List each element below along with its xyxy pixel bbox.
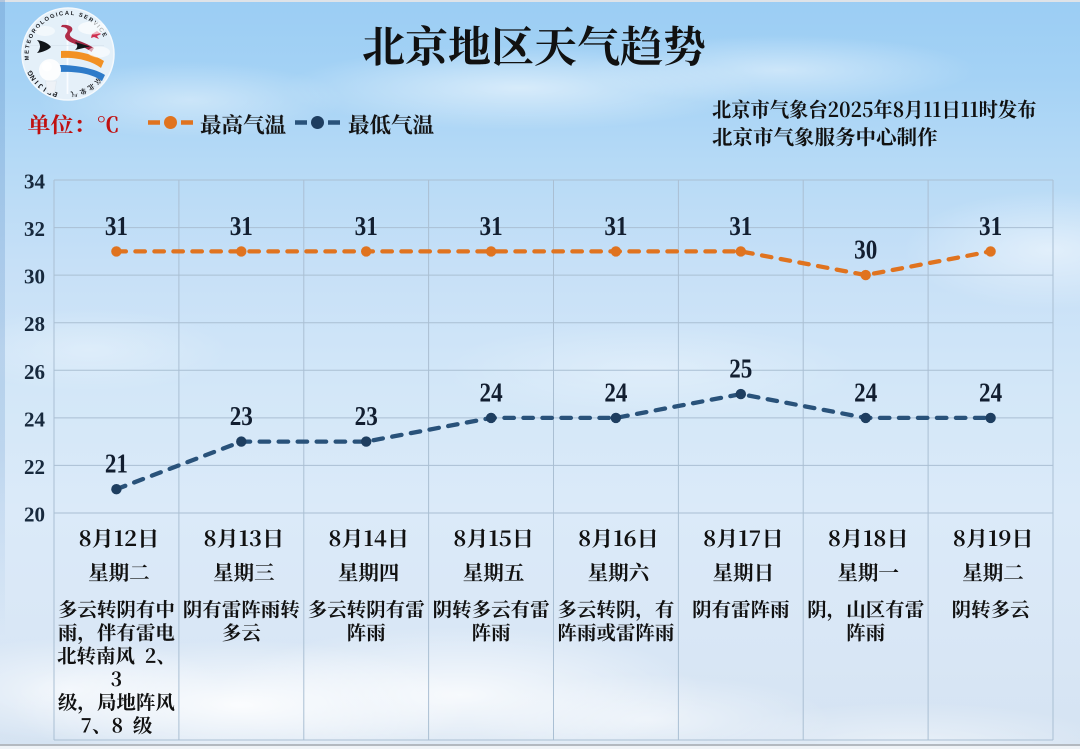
svg-text:31: 31	[604, 211, 627, 241]
svg-text:24: 24	[24, 407, 46, 431]
svg-text:24: 24	[604, 378, 627, 408]
svg-text:22: 22	[24, 455, 45, 479]
svg-text:23: 23	[230, 401, 253, 431]
svg-text:31: 31	[230, 211, 253, 241]
svg-text:24: 24	[480, 378, 503, 408]
svg-text:31: 31	[355, 211, 378, 241]
svg-text:20: 20	[24, 503, 45, 527]
svg-text:24: 24	[979, 378, 1002, 408]
svg-text:30: 30	[854, 235, 877, 265]
svg-text:B: B	[52, 89, 59, 97]
svg-text:I: I	[43, 85, 48, 92]
svg-text:30: 30	[24, 265, 45, 289]
svg-text:34: 34	[24, 170, 46, 194]
svg-text:23: 23	[355, 401, 378, 431]
svg-text:28: 28	[24, 312, 45, 336]
svg-text:I: I	[34, 79, 41, 85]
svg-text:24: 24	[854, 378, 877, 408]
svg-text:31: 31	[105, 211, 128, 241]
svg-text:32: 32	[24, 217, 45, 241]
svg-text:G: G	[26, 68, 35, 77]
svg-text:26: 26	[24, 360, 45, 384]
svg-text:31: 31	[729, 211, 752, 241]
svg-text:31: 31	[480, 211, 503, 241]
svg-text:31: 31	[979, 211, 1002, 241]
svg-text:N: N	[29, 73, 38, 81]
svg-text:25: 25	[729, 354, 752, 384]
svg-text:J: J	[37, 82, 45, 90]
svg-text:21: 21	[105, 449, 128, 479]
